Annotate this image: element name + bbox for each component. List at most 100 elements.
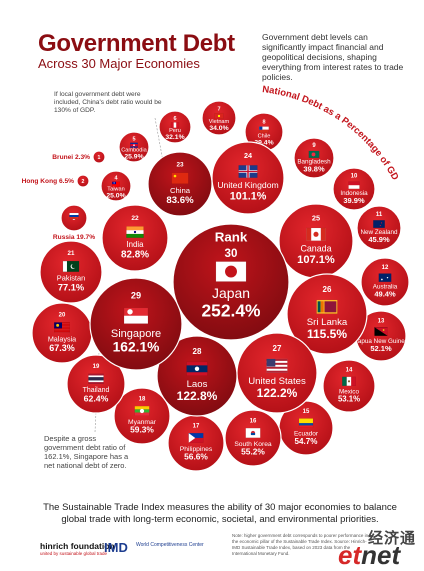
malaysia-flag-icon [54,322,71,333]
country-name: Papua New Guinea [354,338,409,345]
bubble-circle [332,167,376,211]
bubble-circle [211,141,285,215]
rank-number: 11 [376,212,383,218]
hinrich-tagline: united by sustainable global trade [40,551,108,556]
country-name: Peru [169,128,181,134]
australia-flag-icon [378,273,392,282]
debt-value: 101.1% [230,190,267,202]
rank-number: 4 [114,175,118,181]
bubble-circle [172,223,290,341]
rank-number: 27 [273,344,282,353]
country-name: Indonesia [340,190,368,197]
chile-flag-icon [259,126,269,134]
rank-number: 7 [217,106,220,112]
russia-flag-icon [69,212,79,220]
country-name: Hong Kong 6.5% [22,178,75,185]
country-name: Singapore [111,328,161,340]
debt-value: 53.1% [338,394,360,403]
rank-number: 20 [59,313,66,319]
debt-value: 162.1% [113,339,160,354]
south-korea-flag-icon [245,427,261,438]
source-note: Note: higher government debt corresponds… [232,533,369,556]
philippines-flag-icon [188,432,204,443]
debt-value: 67.3% [49,343,75,353]
debt-value: 52.1% [370,344,392,353]
rank-number: 28 [193,347,202,356]
bubble-circle [39,240,103,304]
china-note: If local government debt were included, … [54,91,162,114]
ecuador-flag-icon [298,418,314,428]
imd-center-label: World Competitiveness Center [136,542,204,548]
intro-text: Government debt levels can significantly… [262,32,404,82]
rank-number: 16 [250,419,257,425]
rank-number: 13 [378,318,385,324]
country-name: India [126,240,144,249]
watermark-et: et [338,540,362,570]
debt-value: 39.9% [343,196,365,205]
debt-value: 25.9% [124,154,143,161]
page-subtitle: Across 30 Major Economies [38,56,200,71]
singapore-flag-icon [123,307,149,324]
uk-flag-icon [238,165,258,178]
rank-number: 21 [68,250,75,257]
country-name: Ecuador [294,431,319,438]
country-name: Brunei 2.3% [52,154,90,161]
rank-number: 26 [323,285,332,294]
debt-value: 83.6% [166,195,194,206]
country-name: Sri Lanka [307,317,348,328]
debt-value: 77.1% [58,282,85,292]
debt-value: 252.4% [202,301,261,321]
country-name: United States [248,376,306,387]
bubble-circle [293,137,335,179]
thailand-flag-icon [88,373,104,384]
new-zealand-flag-icon [373,220,385,229]
country-name: Australia [373,284,398,291]
country-name: Canada [300,243,331,253]
debt-value: 59.3% [130,425,154,435]
country-name: Japan [212,285,250,301]
bubble-circle [113,387,171,445]
myanmar-flag-icon [134,405,150,416]
country-name: Philippines [180,446,213,453]
debt-value: 19.7% [76,234,95,241]
bubble-circle [360,257,410,307]
debt-value: 82.8% [121,250,149,261]
bubble-circle [156,335,238,417]
rank-number: 23 [176,161,184,168]
cambodia-flag-icon [130,142,138,148]
rank-number: 5 [132,136,135,142]
debt-value: 54.7% [295,437,318,446]
debt-value: 45.9% [368,235,390,244]
debt-value: 6.5% [59,178,74,185]
bubble-circle [76,174,90,188]
papua-new-guinea-flag-icon [374,327,388,336]
watermark-cn: 经济通 [368,530,417,547]
country-name: China [170,186,191,195]
country-name: Myanmar [128,419,157,426]
debt-value: 62.4% [84,393,109,403]
country-name: Laos [187,379,208,390]
rank-number: 8 [262,119,265,125]
debt-value: 34.0% [209,125,228,132]
bubble-brunei: 1 Brunei 2.3% [52,150,106,164]
country-name: Mexico [339,388,359,395]
debt-value: 32.1% [165,134,184,141]
sri-lanka-flag-icon [316,299,338,314]
debt-value: 39.8% [303,164,325,173]
